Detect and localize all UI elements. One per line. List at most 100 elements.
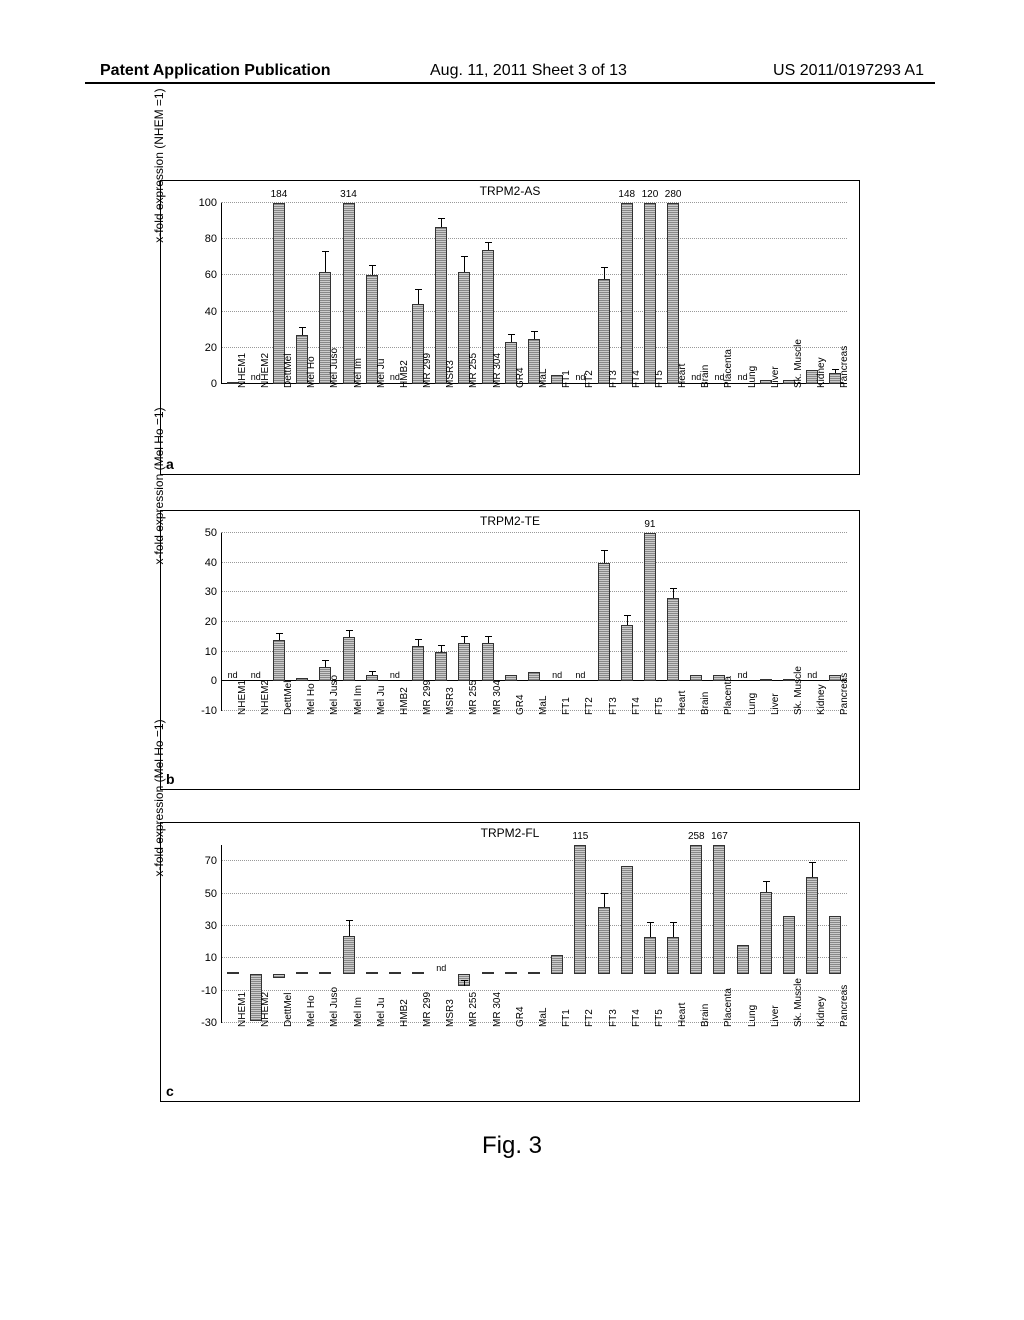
bar: [528, 672, 540, 681]
errorbar-cap: [485, 242, 492, 243]
errorbar: [441, 219, 442, 226]
xtick-label: Mel Ho: [306, 356, 317, 388]
xtick-label: Kidney: [816, 357, 827, 388]
xtick-label: Sk. Muscle: [793, 339, 804, 388]
errorbar: [627, 616, 628, 625]
chart-b-panel-label: b: [166, 771, 175, 787]
bar: [690, 675, 702, 681]
ytick-label: 50: [205, 527, 217, 539]
chart-b-ylabel: x-fold expression (Mel Ho =1): [152, 408, 166, 565]
xtick-label: MR 304: [492, 992, 503, 1027]
xtick-label: Brain: [700, 1004, 711, 1027]
errorbar: [349, 631, 350, 637]
ytick-label: 0: [211, 675, 217, 687]
xtick-label: Sk. Muscle: [793, 978, 804, 1027]
figure-caption: Fig. 3: [482, 1132, 542, 1160]
xtick-label: Placenta: [723, 988, 734, 1027]
errorbar: [604, 268, 605, 279]
errorbar: [673, 923, 674, 938]
ytick-label: 40: [205, 557, 217, 569]
errorbar: [488, 637, 489, 643]
xtick-label: GR4: [515, 367, 526, 388]
xtick-label: Mel Ho: [306, 995, 317, 1027]
bar: [598, 563, 610, 682]
errorbar: [488, 243, 489, 250]
nd-label: nd: [390, 670, 400, 680]
chart-c-panel-label: c: [166, 1083, 174, 1099]
xtick-label: HMB2: [399, 999, 410, 1027]
xtick-label: NHEM2: [260, 992, 271, 1027]
xtick-label: NHEM1: [237, 992, 248, 1027]
bar: [435, 652, 447, 682]
xtick-label: Heart: [677, 691, 688, 715]
gridline: [221, 591, 847, 592]
errorbar-cap: [369, 265, 376, 266]
gridline: [221, 651, 847, 652]
y-axis: [221, 533, 222, 711]
ytick-label: 10: [205, 646, 217, 658]
xtick-label: NHEM2: [260, 680, 271, 715]
xtick-label: NHEM1: [237, 680, 248, 715]
errorbar: [766, 882, 767, 892]
errorbar-cap: [322, 251, 329, 252]
errorbar-cap: [485, 636, 492, 637]
bar: [690, 845, 702, 974]
ytick-label: 50: [205, 888, 217, 900]
xtick-label: Lung: [747, 693, 758, 715]
xtick-label: Mel Ju: [376, 359, 387, 388]
bar: [760, 679, 772, 681]
chart-a-panel-label: a: [166, 456, 174, 472]
overflow-label: 280: [665, 189, 682, 200]
xtick-label: FT3: [608, 370, 619, 388]
xtick-label: Mel Juso: [329, 675, 340, 715]
xtick-label: Lung: [747, 366, 758, 388]
errorbar: [302, 328, 303, 335]
errorbar-cap: [438, 218, 445, 219]
gridline: [221, 860, 847, 861]
errorbar: [279, 634, 280, 640]
xtick-label: Heart: [677, 1003, 688, 1027]
chart-c-container: TRPM2-FL x-fold expression (Mel Ho =1) -…: [160, 822, 860, 1102]
bar: [482, 643, 494, 682]
xtick-label: FT1: [561, 1009, 572, 1027]
xtick-label: Mel Im: [353, 358, 364, 388]
xtick-label: NHEM1: [237, 353, 248, 388]
xtick-label: Mel Juso: [329, 987, 340, 1027]
bar: [273, 640, 285, 682]
ytick-label: 40: [205, 306, 217, 318]
errorbar-cap: [461, 256, 468, 257]
errorbar: [325, 661, 326, 667]
overflow-label: 120: [642, 189, 659, 200]
errorbar-cap: [369, 671, 376, 672]
xtick-label: GR4: [515, 1006, 526, 1027]
xtick-label: FT2: [584, 1009, 595, 1027]
xtick-label: FT1: [561, 370, 572, 388]
errorbar: [511, 335, 512, 342]
bar: [343, 637, 355, 682]
chart-a-container: TRPM2-AS x-fold expression (NHEM =1) 020…: [160, 180, 860, 475]
gridline: [221, 532, 847, 533]
xtick-label: Lung: [747, 1005, 758, 1027]
nd-label: nd: [436, 963, 446, 973]
gridline: [221, 238, 847, 239]
bar: [760, 892, 772, 975]
bar: [412, 646, 424, 682]
errorbar-cap: [461, 980, 468, 981]
overflow-label: 91: [644, 519, 655, 530]
errorbar-cap: [763, 881, 770, 882]
gridline: [221, 925, 847, 926]
xtick-label: MaL: [538, 369, 549, 388]
xtick-label: Sk. Muscle: [793, 666, 804, 715]
bar: [621, 625, 633, 681]
errorbar-cap: [299, 327, 306, 328]
chart-c-title: TRPM2-FL: [481, 826, 540, 840]
bar: [505, 972, 517, 974]
xtick-label: MR 255: [468, 353, 479, 388]
errorbar-cap: [670, 588, 677, 589]
gridline: [221, 621, 847, 622]
errorbar-cap: [601, 267, 608, 268]
xtick-label: FT3: [608, 1009, 619, 1027]
xtick-label: Mel Im: [353, 997, 364, 1027]
bar: [644, 937, 656, 974]
bar: [667, 937, 679, 974]
